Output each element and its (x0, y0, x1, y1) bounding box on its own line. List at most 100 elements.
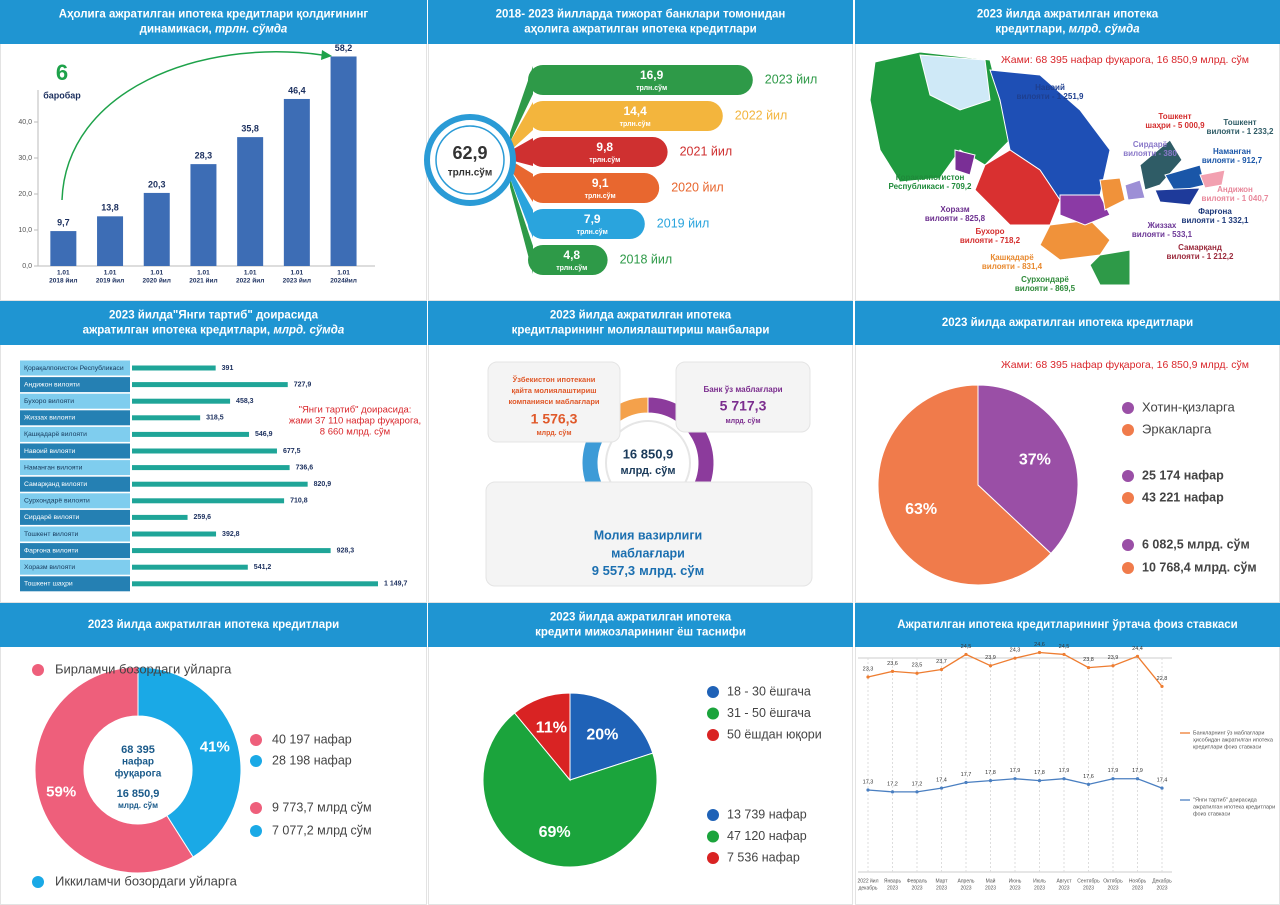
value-label: 546,9 (255, 431, 273, 438)
x-tick-label: Август (1056, 878, 1072, 884)
point (1013, 656, 1017, 660)
map-region (1099, 177, 1126, 211)
x-tick-label: 2018 йил (49, 277, 77, 285)
bar (132, 481, 308, 487)
x-tick-label: 2023 (1009, 885, 1020, 891)
region-label: Самарқанд (1178, 243, 1222, 252)
panel-title: Ажратилган ипотека кредитларининг ўртача… (897, 619, 1237, 631)
panel-title: 2023 йилда ажратилган ипотека кредитлари (942, 317, 1193, 329)
x-tick-label: 2023 (1156, 885, 1167, 891)
annotation: "Янги тартиб" доирасида: (299, 405, 412, 416)
source-name: Банк ўз маблағлари (703, 385, 782, 394)
region-label: Сурхондарё (1021, 275, 1069, 284)
point (1086, 666, 1091, 670)
value-label: 391 (222, 365, 234, 372)
bar (132, 431, 250, 437)
total-label: 62,9 (452, 143, 487, 163)
value-unit: трлн.сўм (585, 192, 616, 200)
x-tick-label: Май (986, 877, 996, 884)
map-region (1199, 169, 1226, 189)
funnel-bar (528, 209, 645, 239)
map-region (1089, 249, 1131, 286)
x-tick-label: 2023 (1058, 885, 1069, 891)
map-region (919, 54, 991, 111)
x-tick-label: 2023 (960, 885, 971, 891)
pie-slice (34, 666, 194, 874)
value-label: 392,8 (222, 531, 240, 538)
value-label: 318,5 (206, 415, 224, 422)
value-label: 24,5 (961, 644, 972, 650)
pie-slice (482, 712, 658, 868)
bar (190, 164, 217, 266)
year-label: 2019 йил (657, 216, 710, 230)
center-label: 68 395 (121, 744, 155, 756)
slice-label: 69% (539, 824, 571, 841)
region-label: шаҳри - 5 000,9 (1145, 121, 1205, 130)
map-region (1154, 187, 1201, 206)
value-label: 9,7 (57, 217, 70, 227)
year-label: 2018 йил (620, 252, 673, 266)
region-label: вилояти - 1 040,7 (1202, 194, 1269, 203)
category-label: Самарқанд вилояти (24, 481, 87, 488)
y-tick-label: 40,0 (18, 119, 32, 126)
x-tick-label: 2020 йил (143, 277, 171, 285)
region-label: вилояти - 718,2 (960, 236, 1021, 245)
value-label: 23,6 (887, 661, 898, 667)
x-tick-label: Январь (884, 878, 902, 884)
source-name: Молия вазирлиги (594, 528, 703, 542)
value-label: 28,3 (195, 150, 213, 160)
panel-title: 2023 йилда ажратилган ипотека кредитлари (88, 619, 339, 631)
region-label: вилояти - 380 (1123, 149, 1177, 158)
value-label: 17,8 (1034, 770, 1045, 776)
total-unit: трлн.сўм (448, 167, 492, 179)
amount-label: 9 773,7 млрд сўм (272, 800, 372, 814)
amount-label: 10 768,4 млрд. сўм (1142, 560, 1257, 574)
point (1135, 777, 1140, 781)
value-label: 17,9 (1108, 768, 1119, 774)
value-label: 17,3 (863, 779, 874, 785)
value-label: 16,9 (640, 68, 664, 82)
value-label: 9,8 (596, 140, 613, 154)
panel-title: кредити мижозларининг ёш таснифи (535, 627, 746, 639)
panel-title: 2023 йилда ажратилган ипотека (550, 310, 732, 322)
x-tick-label: Сентябрь (1077, 878, 1100, 884)
count-label: 47 120 нафар (727, 829, 807, 843)
slice-label: 63% (905, 501, 937, 518)
region-label: Республикаси - 709,2 (889, 182, 972, 191)
source-name: маблағлари (611, 546, 685, 560)
source-name: компанияси маблағлари (508, 397, 599, 406)
point (890, 790, 895, 794)
point (939, 786, 944, 790)
panel-header (0, 301, 427, 345)
total-label: 16 850,9 (623, 446, 674, 461)
value-label: 17,2 (887, 781, 898, 787)
point (964, 780, 968, 785)
category-box (20, 576, 130, 592)
count-label: 28 198 нафар (272, 753, 352, 767)
legend-dot (707, 686, 719, 698)
legend-label: Банкларнинг ўз маблағлари (1193, 729, 1264, 736)
value-unit: трлн.сўм (577, 228, 608, 236)
x-tick-label: 2023 (936, 885, 947, 891)
legend-label: "Янги тартиб" доирасида (1193, 797, 1258, 803)
unit-text: млрд. сўм (639, 563, 704, 578)
value-unit: трлн.сўм (556, 264, 587, 272)
bar (132, 365, 216, 371)
source-value: 1 576,3 (531, 411, 578, 427)
panel-header (428, 603, 853, 647)
x-tick-label: 2023 йил (283, 277, 311, 285)
value-label: 17,4 (936, 778, 947, 784)
region-label: Навоий (1035, 83, 1065, 92)
count-label: 43 221 нафар (1142, 490, 1224, 504)
title-unit: трлн. сўмда (215, 24, 288, 36)
bar (132, 415, 201, 421)
category-box (20, 443, 130, 459)
map-region (1124, 179, 1146, 201)
region-label: вилояти - 533,1 (1132, 230, 1193, 239)
title-unit: млрд. сўмда (1069, 24, 1141, 36)
panel-title: 2023 йилда ажратилган ипотека (977, 9, 1159, 21)
value-label: 17,9 (1132, 768, 1143, 774)
legend-label: кредитлари фоиз ставкаси (1193, 744, 1261, 750)
category-box (20, 426, 130, 442)
funnel-bar (528, 173, 660, 203)
